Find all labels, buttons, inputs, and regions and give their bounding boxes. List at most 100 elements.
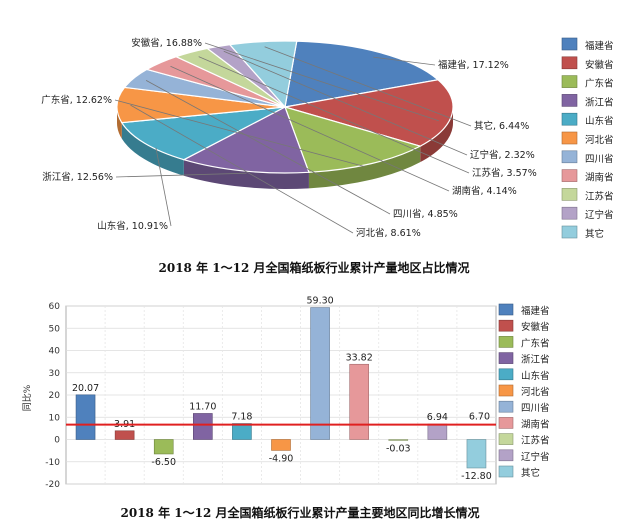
bar-legend-entry-1: 安徽省 — [521, 321, 550, 333]
bar-value-label-7: 33.82 — [346, 352, 373, 363]
pie-leader-9 — [223, 50, 468, 156]
bar-chart: 20.073.91-6.5011.707.18-4.9059.3033.82-0… — [66, 296, 496, 482]
bar-6 — [310, 307, 330, 440]
pie-leader-4 — [155, 147, 172, 227]
bar-y-tick-6: 0 — [54, 436, 60, 446]
pie-leader-5 — [130, 104, 354, 234]
bar-legend-entry-4: 山东省 — [521, 370, 550, 382]
bar-y-tick-2: 40 — [49, 347, 61, 357]
pie-slice-0 — [284, 40, 440, 108]
pie-legend-swatch-0 — [561, 37, 578, 51]
pie-leader-10 — [264, 46, 472, 127]
bar-value-label-2: -6.50 — [151, 457, 176, 468]
bar-legend-entry-2: 广东省 — [521, 337, 550, 349]
bar-3 — [193, 413, 213, 440]
pie-label-1: 安徽省, 16.88% — [131, 37, 202, 49]
bar-5 — [271, 439, 291, 451]
pie-legend-swatch-1 — [561, 56, 578, 70]
pie-legend-swatch-4 — [561, 112, 578, 126]
bar-legend-swatch-7 — [498, 417, 514, 429]
bar-plot-area: 60 50 40 30 20 10 0 -10 -20 — [45, 302, 497, 490]
pie-legend-swatch-3 — [561, 94, 578, 107]
bar-legend-entry-9: 辽宁省 — [521, 451, 550, 463]
pie-label-3: 浙江省, 12.56% — [42, 171, 113, 183]
bar-0 — [75, 394, 96, 440]
bar-legend-swatch-2 — [498, 336, 514, 348]
bar-legend-entry-5: 河北省 — [521, 386, 550, 398]
pie-chart-title: 2018 年 1～12 月全国箱纸板行业累计产量地区占比情况 — [159, 260, 470, 275]
pie-legend-entry-8: 江苏省 — [585, 190, 614, 202]
bar-7 — [349, 363, 369, 440]
pie-label-0: 福建省, 17.12% — [438, 59, 509, 71]
bar-chart-title: 2018 年 1～12 月全国箱纸板行业累计产量主要地区同比增长情况 — [121, 505, 480, 520]
pie-leader-6 — [145, 80, 391, 215]
pie-legend-entry-5: 河北省 — [585, 134, 614, 146]
bar-legend-swatch-8 — [498, 433, 514, 445]
bar-legend-swatch-1 — [498, 319, 514, 332]
pie-leader-3 — [115, 172, 247, 178]
pie-legend-swatch-2 — [561, 75, 578, 88]
bar-legend-swatch-9 — [498, 449, 514, 462]
bar-legend-entry-6: 四川省 — [521, 402, 550, 414]
bar-value-label-8: -0.03 — [386, 444, 411, 455]
bar-legend-entry-8: 江苏省 — [521, 435, 550, 447]
pie-slice-3 — [182, 106, 310, 174]
pie-label-2: 广东省, 12.62% — [41, 94, 112, 106]
bar-legend-entry-10: 其它 — [521, 467, 540, 479]
bar-reference-label: 6.70 — [469, 412, 490, 423]
bar-value-label-9: 6.94 — [427, 412, 448, 423]
pie-slice-5 — [116, 86, 286, 124]
bar-value-label-4: 7.18 — [231, 412, 252, 423]
pie-leader-7 — [170, 65, 450, 192]
bar-legend-entry-7: 湖南省 — [521, 418, 550, 430]
bar-y-tick-0: 60 — [49, 302, 61, 312]
pie-slice-10 — [228, 40, 298, 109]
pie-label-4: 山东省, 10.91% — [97, 220, 168, 232]
pie-legend-swatch-8 — [561, 188, 578, 201]
bar-10 — [466, 439, 487, 469]
pie-legend-entry-9: 辽宁省 — [585, 209, 614, 221]
bar-value-label-10: -12.80 — [461, 471, 492, 482]
pie-slice-4 — [120, 106, 286, 161]
bar-9 — [427, 423, 448, 440]
bar-4 — [232, 423, 252, 440]
pie-label-10: 其它, 6.44% — [474, 120, 529, 132]
bar-y-tick-5: 10 — [49, 413, 61, 423]
pie-labels: 福建省, 17.12% 安徽省, 16.88% 广东省, 12.62% 浙江省, 12… — [41, 37, 537, 239]
pie-legend-swatch-9 — [561, 206, 578, 220]
pie-leader-2 — [114, 99, 365, 167]
bar-y-tick-8: -20 — [45, 480, 60, 490]
bar-legend-swatch-3 — [498, 352, 514, 364]
pie-legend-swatch-10 — [561, 225, 578, 239]
pie-side-1 — [420, 107, 453, 163]
pie-label-5: 河北省, 8.61% — [356, 227, 421, 239]
bar-y-tick-1: 50 — [49, 324, 61, 334]
bar-y-tick-4: 20 — [49, 391, 61, 401]
pie-legend-entry-10: 其它 — [585, 228, 604, 240]
bar-legend-swatch-5 — [498, 384, 514, 397]
pie-label-7: 湖南省, 4.14% — [452, 185, 517, 197]
pie-leader-8 — [198, 56, 470, 174]
bar-1 — [114, 430, 135, 440]
bar-y-axis-label: 同比% — [21, 384, 33, 411]
bar-legend-swatch-0 — [498, 303, 514, 316]
pie-leader-1 — [204, 42, 439, 122]
bar-2 — [153, 439, 174, 455]
pie-leader-0 — [373, 56, 436, 66]
pie-legend-entry-2: 广东省 — [585, 78, 614, 90]
bar-value-label-3: 11.70 — [189, 401, 216, 412]
pie-legend-entry-0: 福建省 — [585, 40, 614, 52]
bar-legend-swatch-6 — [498, 400, 514, 413]
bar-y-tick-7: -10 — [45, 458, 60, 468]
pie-legend-entry-7: 湖南省 — [585, 172, 614, 184]
pie-legend-swatch-6 — [561, 150, 578, 164]
bar-8 — [388, 439, 409, 441]
bar-value-label-5: -4.90 — [269, 453, 294, 464]
bar-legend-entry-3: 浙江省 — [521, 354, 550, 366]
pie-legend-swatch-7 — [561, 169, 578, 182]
pie-label-6: 四川省, 4.85% — [393, 208, 458, 220]
pie-legend-swatch-5 — [561, 131, 578, 145]
